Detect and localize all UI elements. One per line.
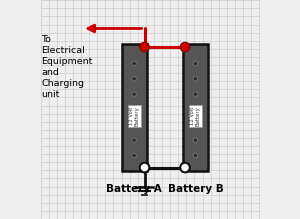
Circle shape <box>193 153 198 158</box>
Circle shape <box>132 92 136 96</box>
Circle shape <box>140 42 149 52</box>
Bar <box>122 44 147 171</box>
Text: 12 Volt
Battery: 12 Volt Battery <box>129 106 140 126</box>
Circle shape <box>132 153 136 158</box>
Circle shape <box>180 163 190 172</box>
Bar <box>183 44 208 171</box>
Text: Battery B: Battery B <box>168 184 223 194</box>
Text: To
Electrical
Equipment
and
Charging
unit: To Electrical Equipment and Charging uni… <box>41 35 92 99</box>
Circle shape <box>140 163 149 172</box>
Circle shape <box>193 138 198 142</box>
Circle shape <box>180 42 190 52</box>
Circle shape <box>132 77 136 81</box>
Circle shape <box>193 77 198 81</box>
Circle shape <box>193 92 198 96</box>
Text: Battery A: Battery A <box>106 184 162 194</box>
Text: 12 Volt
Battery: 12 Volt Battery <box>190 106 201 126</box>
Circle shape <box>193 61 198 66</box>
Circle shape <box>132 138 136 142</box>
Circle shape <box>132 61 136 66</box>
